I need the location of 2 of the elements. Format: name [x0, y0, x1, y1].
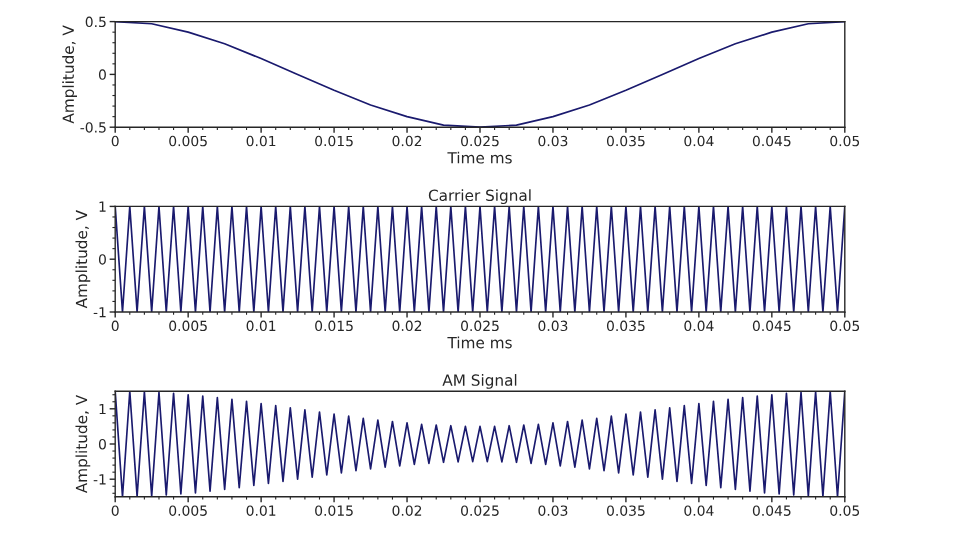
line-series — [115, 391, 845, 497]
line-series — [115, 21, 845, 128]
